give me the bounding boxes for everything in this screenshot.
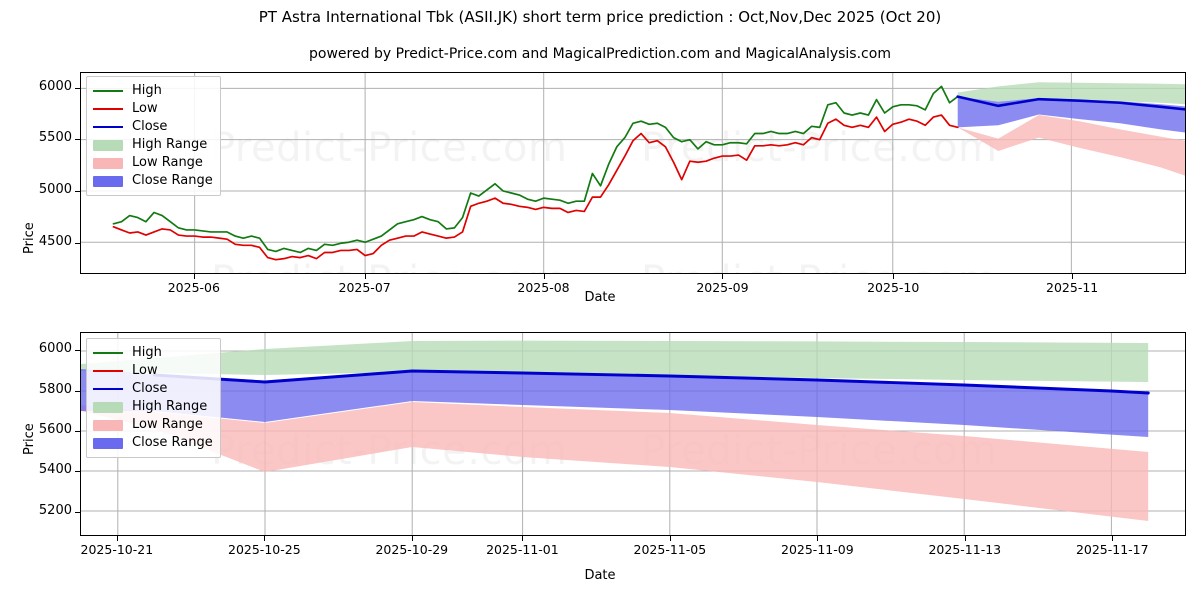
legend-label: High: [132, 83, 162, 98]
x-tick-mark: [722, 274, 724, 279]
legend-swatch-line: [93, 370, 123, 372]
y-tick-label: 5000: [38, 182, 72, 198]
legend-label: High Range: [132, 399, 208, 414]
y-tick-mark: [75, 350, 80, 352]
x-tick-mark: [893, 274, 895, 279]
y-tick-mark: [75, 390, 80, 392]
y-tick-label: 5600: [38, 421, 72, 437]
legend-label: Close Range: [132, 435, 213, 450]
x-tick-mark: [543, 274, 545, 279]
legend-item-high: High: [93, 344, 213, 362]
x-tick-mark: [364, 274, 366, 279]
legend-label: Close Range: [132, 173, 213, 188]
x-tick-label: 2025-10: [867, 280, 920, 295]
legend-item-low: Low: [93, 100, 213, 118]
x-tick-label: 2025-06: [167, 280, 220, 295]
legend-item-high-range: High Range: [93, 398, 213, 416]
legend-item-close: Close: [93, 118, 213, 136]
x-tick-mark: [264, 536, 266, 541]
legend-item-high: High: [93, 82, 213, 100]
x-tick-mark: [522, 536, 524, 541]
y-tick-mark: [75, 87, 80, 89]
forecast-detail-plot-area: Predict-Price.com Predict-Price.com: [80, 332, 1186, 536]
x-tick-label: 2025-10-25: [228, 542, 301, 557]
legend-item-close: Close: [93, 380, 213, 398]
forecast-detail-legend: High Low Close High Range Low Range Close Ran…: [86, 338, 221, 458]
y-tick-mark: [75, 471, 80, 473]
legend-item-close-range: Close Range: [93, 172, 213, 190]
x-tick-label: 2025-11-17: [1075, 542, 1149, 557]
legend-label: High: [132, 345, 162, 360]
x-tick-label: 2025-11-13: [928, 542, 1002, 557]
legend-item-close-range: Close Range: [93, 434, 213, 452]
y-tick-label: 6000: [38, 78, 72, 94]
legend-item-low-range: Low Range: [93, 416, 213, 434]
legend-label: Low Range: [132, 155, 203, 170]
y-tick-mark: [75, 430, 80, 432]
legend-swatch-patch: [93, 437, 123, 449]
y-tick-label: 5500: [38, 130, 72, 146]
legend-label: Low: [132, 101, 158, 116]
y-tick-mark: [75, 191, 80, 193]
x-tick-label: 2025-11-01: [486, 542, 559, 557]
x-tick-label: 2025-10-21: [80, 542, 154, 557]
legend-swatch-line: [93, 90, 123, 92]
forecast-detail-chart-svg: [81, 333, 1185, 535]
y-tick-label: 5400: [38, 462, 72, 478]
y-tick-label: 6000: [38, 341, 72, 357]
legend-label: Low Range: [132, 417, 203, 432]
legend-item-low: Low: [93, 362, 213, 380]
y-tick-mark: [75, 139, 80, 141]
x-tick-label: 2025-11: [1046, 280, 1099, 295]
x-tick-mark: [116, 536, 118, 541]
x-tick-mark: [817, 536, 819, 541]
x-tick-label: 2025-10-29: [375, 542, 449, 557]
legend-item-high-range: High Range: [93, 136, 213, 154]
x-tick-mark: [411, 536, 413, 541]
y-tick-label: 5800: [38, 381, 72, 397]
x-tick-label: 2025-08: [517, 280, 570, 295]
forecast-detail-chart-panel: Price Predict-Price.com Predict-Price.co…: [0, 330, 1200, 600]
legend-swatch-patch: [93, 139, 123, 151]
legend-swatch-patch: [93, 401, 123, 413]
x-tick-label: 2025-09: [696, 280, 749, 295]
x-tick-mark: [669, 536, 671, 541]
legend-swatch-patch: [93, 175, 123, 187]
overview-legend: High Low Close High Range Low Range Close Ran…: [86, 76, 221, 196]
legend-swatch-patch: [93, 157, 123, 169]
y-tick-label: 5200: [38, 502, 72, 518]
x-tick-mark: [1072, 274, 1074, 279]
x-tick-mark: [964, 536, 966, 541]
x-tick-label: 2025-11-09: [781, 542, 854, 557]
overview-chart-panel: Price Predict-Price.com Predict-Price.co…: [0, 64, 1200, 314]
x-tick-label: 2025-11-05: [633, 542, 707, 557]
legend-swatch-patch: [93, 419, 123, 431]
page-title: PT Astra International Tbk (ASII.JK) sho…: [258, 8, 942, 26]
legend-label: Close: [132, 381, 168, 396]
legend-label: Close: [132, 119, 168, 134]
x-tick-mark: [1112, 536, 1114, 541]
detail-x-axis-label: Date: [584, 568, 616, 583]
legend-label: Low: [132, 363, 158, 378]
y-tick-mark: [75, 511, 80, 513]
overview-plot-area: Predict-Price.com Predict-Price.com Pred…: [80, 72, 1186, 274]
legend-label: High Range: [132, 137, 208, 152]
legend-swatch-line: [93, 388, 123, 390]
overview-chart-svg: [81, 73, 1185, 273]
legend-swatch-line: [93, 126, 123, 128]
x-tick-label: 2025-07: [338, 280, 391, 295]
x-tick-mark: [193, 274, 195, 279]
y-tick-label: 4500: [38, 233, 72, 249]
legend-swatch-line: [93, 352, 123, 354]
legend-swatch-line: [93, 108, 123, 110]
overview-x-axis-label: Date: [584, 290, 616, 305]
legend-item-low-range: Low Range: [93, 154, 213, 172]
page-subtitle: powered by Predict-Price.com and Magical…: [309, 46, 891, 62]
y-tick-mark: [75, 242, 80, 244]
